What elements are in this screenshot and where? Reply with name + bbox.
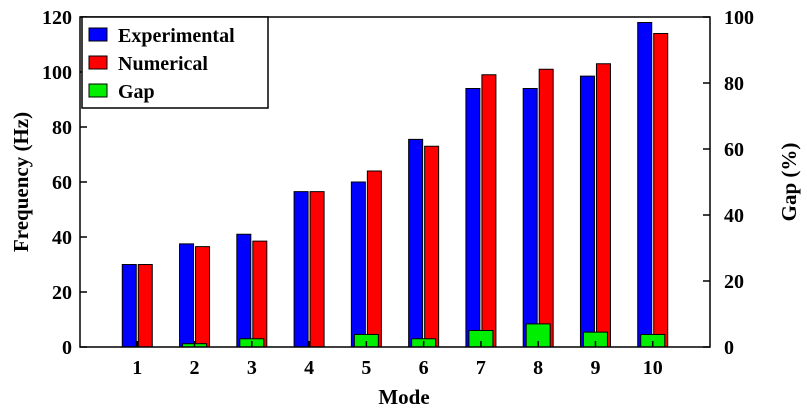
- x-tick-label: 3: [247, 357, 257, 379]
- x-axis-title: Mode: [378, 385, 429, 409]
- bar-numerical-mode-9: [595, 63, 611, 348]
- y-axis-title: Frequency (Hz): [9, 112, 33, 252]
- bar-numerical-mode-4: [309, 191, 325, 348]
- x-tick-label: 4: [304, 357, 314, 379]
- x-tick-label: 1: [132, 357, 142, 379]
- y2-axis-title: Gap (%): [777, 143, 801, 222]
- y-tick-label: 60: [52, 172, 72, 194]
- x-tick-label: 8: [533, 357, 543, 379]
- bar-experimental-mode-6: [408, 138, 424, 348]
- ticks-layer: 0 20 40 60 80 100 120 0 20 40 60 80 100 1 2 3 4 5 6 7 8 9 10: [42, 7, 754, 379]
- y-tick-label: 120: [42, 7, 72, 29]
- legend-label-numerical: Numerical: [118, 53, 208, 75]
- x-tick-label: 10: [643, 357, 663, 379]
- x-tick-label: 2: [190, 357, 200, 379]
- x-tick-label: 7: [476, 357, 486, 379]
- bar-experimental-mode-2: [179, 243, 195, 348]
- bar-numerical-mode-3: [252, 240, 268, 348]
- legend-swatch-numerical: [88, 55, 108, 70]
- y2-tick-label: 80: [724, 73, 744, 95]
- bar-experimental-mode-3: [236, 233, 252, 348]
- bar-numerical-mode-2: [195, 246, 211, 348]
- legend-box: [81, 16, 269, 109]
- legend-label-experimental: Experimental: [118, 25, 235, 47]
- y2-tick-label: 40: [724, 205, 744, 227]
- x-tick-label: 5: [361, 357, 371, 379]
- legend-swatch-experimental: [88, 27, 108, 42]
- x-tick-label: 9: [590, 357, 600, 379]
- bar-experimental-mode-1: [121, 264, 137, 348]
- legend-swatch-gap: [88, 83, 108, 98]
- bar-experimental-mode-10: [637, 22, 653, 348]
- y2-tick-label: 0: [724, 337, 734, 359]
- bar-numerical-mode-8: [538, 68, 554, 348]
- y-tick-label: 0: [62, 337, 72, 359]
- y-tick-label: 100: [42, 62, 72, 84]
- bar-numerical-mode-5: [366, 170, 382, 348]
- y-tick-label: 80: [52, 117, 72, 139]
- y-tick-label: 20: [52, 282, 72, 304]
- y2-tick-label: 20: [724, 271, 744, 293]
- legend-label-gap: Gap: [118, 81, 155, 103]
- y-tick-label: 40: [52, 227, 72, 249]
- bar-numerical-mode-7: [481, 74, 497, 348]
- y2-tick-label: 100: [724, 7, 754, 29]
- bar-experimental-mode-9: [579, 75, 595, 348]
- bar-experimental-mode-8: [522, 88, 538, 348]
- bar-numerical-mode-1: [137, 264, 153, 348]
- y2-tick-label: 60: [724, 139, 744, 161]
- bar-numerical-mode-6: [424, 145, 440, 348]
- x-tick-label: 6: [419, 357, 429, 379]
- bar-numerical-mode-10: [653, 33, 669, 348]
- legend: Experimental Numerical Gap: [81, 16, 269, 109]
- bar-experimental-mode-7: [465, 88, 481, 348]
- bar-experimental-mode-4: [293, 191, 309, 348]
- bar-experimental-mode-5: [350, 181, 366, 348]
